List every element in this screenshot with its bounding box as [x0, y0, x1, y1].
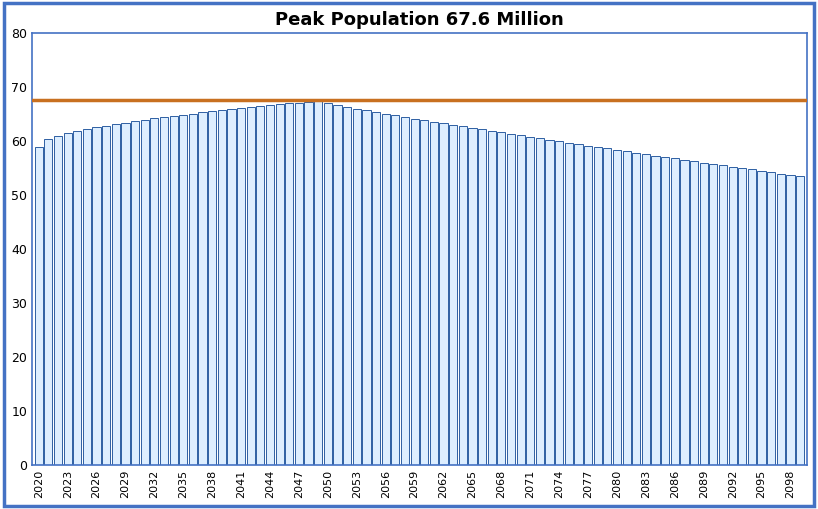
Bar: [497, 132, 506, 465]
Bar: [160, 117, 169, 465]
Bar: [179, 115, 187, 465]
Bar: [613, 150, 621, 465]
Bar: [478, 129, 486, 465]
Bar: [681, 160, 689, 465]
Bar: [102, 126, 110, 465]
Bar: [64, 133, 72, 465]
Bar: [237, 108, 245, 465]
Bar: [709, 164, 717, 465]
Bar: [314, 101, 322, 465]
Bar: [391, 116, 399, 465]
Bar: [459, 126, 467, 465]
Bar: [276, 104, 284, 465]
Bar: [266, 105, 274, 465]
Bar: [651, 156, 659, 465]
Bar: [44, 139, 52, 465]
Bar: [121, 123, 129, 465]
Bar: [411, 119, 419, 465]
Bar: [449, 125, 457, 465]
Bar: [256, 106, 264, 465]
Bar: [729, 167, 737, 465]
Bar: [141, 120, 149, 465]
Bar: [488, 131, 496, 465]
Bar: [767, 172, 775, 465]
Bar: [372, 112, 380, 465]
Bar: [594, 147, 602, 465]
Bar: [83, 129, 91, 465]
Bar: [218, 110, 226, 465]
Bar: [516, 135, 524, 465]
Bar: [719, 165, 727, 465]
Bar: [536, 138, 544, 465]
Bar: [294, 103, 303, 465]
Bar: [131, 121, 139, 465]
Bar: [671, 158, 679, 465]
Bar: [227, 109, 236, 465]
Bar: [622, 151, 631, 465]
Bar: [526, 137, 534, 465]
Bar: [324, 103, 332, 465]
Bar: [439, 123, 447, 465]
Bar: [507, 134, 515, 465]
Bar: [362, 110, 371, 465]
Bar: [690, 161, 699, 465]
Bar: [382, 114, 390, 465]
Bar: [469, 128, 477, 465]
Bar: [208, 111, 216, 465]
Bar: [420, 120, 429, 465]
Bar: [151, 119, 159, 465]
Bar: [748, 169, 756, 465]
Bar: [564, 143, 573, 465]
Bar: [555, 142, 564, 465]
Bar: [642, 154, 650, 465]
Bar: [343, 107, 351, 465]
Bar: [604, 149, 612, 465]
Bar: [429, 122, 438, 465]
Bar: [169, 116, 178, 465]
Bar: [546, 140, 554, 465]
Title: Peak Population 67.6 Million: Peak Population 67.6 Million: [275, 11, 564, 29]
Bar: [738, 168, 746, 465]
Bar: [247, 107, 255, 465]
Bar: [34, 147, 43, 465]
Bar: [189, 114, 197, 465]
Bar: [334, 105, 342, 465]
Bar: [777, 174, 785, 465]
Bar: [401, 117, 409, 465]
Bar: [112, 124, 120, 465]
Bar: [699, 162, 708, 465]
Bar: [54, 136, 62, 465]
Bar: [353, 108, 361, 465]
Bar: [632, 153, 640, 465]
Bar: [796, 176, 804, 465]
Bar: [757, 171, 766, 465]
Bar: [574, 144, 582, 465]
Bar: [73, 131, 81, 465]
Bar: [786, 175, 794, 465]
Bar: [661, 157, 669, 465]
Bar: [285, 103, 294, 465]
Bar: [92, 127, 101, 465]
Bar: [199, 112, 207, 465]
Bar: [584, 146, 592, 465]
Bar: [304, 102, 312, 465]
